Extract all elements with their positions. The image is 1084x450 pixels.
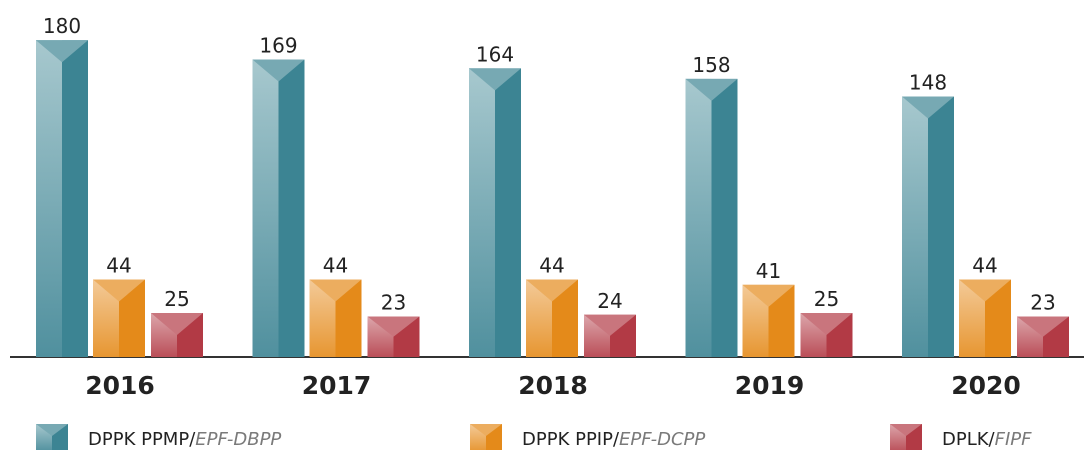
bar-top xyxy=(309,279,362,302)
x-tick-label: 2018 xyxy=(518,371,588,400)
bar-top xyxy=(367,316,420,337)
bar-top xyxy=(584,314,636,336)
bar-top xyxy=(742,284,795,307)
legend-label: DPPK PPIP/EPF-DCPP xyxy=(522,429,705,450)
bar-top xyxy=(36,40,88,63)
x-tick-label: 2017 xyxy=(302,371,372,400)
legend-swatch-top xyxy=(890,424,922,436)
value-label: 180 xyxy=(43,14,81,38)
value-label: 41 xyxy=(756,259,781,283)
value-label: 24 xyxy=(597,289,622,313)
x-tick-label: 2019 xyxy=(735,371,805,400)
legend-label: DPLK/FIPF xyxy=(942,429,1032,450)
value-label: 44 xyxy=(539,254,564,278)
bar-face xyxy=(902,96,928,358)
x-tick-label: 2016 xyxy=(85,371,155,400)
bar-face xyxy=(252,59,279,358)
bar-top xyxy=(469,68,521,91)
value-label: 164 xyxy=(476,42,514,66)
legend-swatch-top xyxy=(36,424,68,436)
bar-face xyxy=(36,40,62,357)
value-label: 23 xyxy=(381,291,406,315)
bar-top xyxy=(800,313,853,335)
bar-top xyxy=(526,279,578,302)
bar-top xyxy=(959,279,1011,302)
bar-top xyxy=(93,279,145,302)
bar-top xyxy=(1017,316,1069,337)
value-label: 169 xyxy=(259,34,297,58)
value-label: 25 xyxy=(164,287,189,311)
value-label: 25 xyxy=(814,287,839,311)
bar-top xyxy=(902,96,954,119)
bar-face xyxy=(469,68,495,358)
value-label: 148 xyxy=(909,71,947,95)
legend-swatch-top xyxy=(470,424,502,436)
x-tick-label: 2020 xyxy=(951,371,1021,400)
value-label: 23 xyxy=(1030,291,1055,315)
value-label: 44 xyxy=(106,254,131,278)
value-label: 44 xyxy=(323,254,348,278)
bar-top xyxy=(151,313,203,335)
legend-label: DPPK PPMP/EPF-DBPP xyxy=(88,429,281,450)
bar-top xyxy=(685,78,738,101)
bar-face xyxy=(685,78,712,358)
value-label: 44 xyxy=(972,254,997,278)
bar-top xyxy=(252,59,305,82)
value-label: 158 xyxy=(692,53,730,77)
